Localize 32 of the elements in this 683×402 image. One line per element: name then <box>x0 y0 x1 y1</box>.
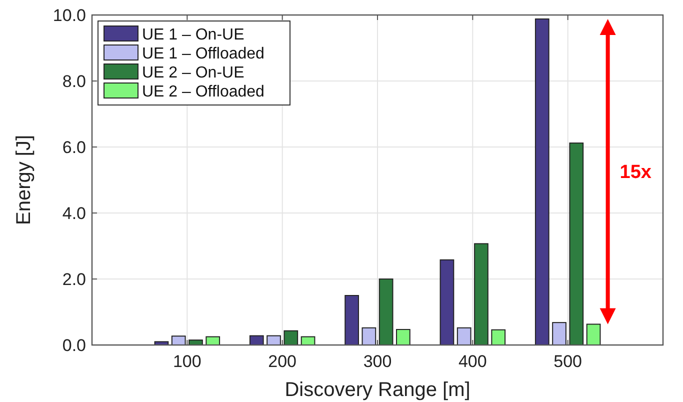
y-tick-label: 8.0 <box>62 72 86 91</box>
bar <box>474 243 488 346</box>
bar <box>378 278 394 346</box>
bar <box>396 328 410 346</box>
bar <box>586 324 601 346</box>
x-tick-label: 500 <box>554 352 582 371</box>
bar <box>171 336 186 346</box>
annotation: 15x <box>620 162 652 184</box>
bar <box>362 327 376 346</box>
y-axis-title: Energy [J] <box>13 134 35 226</box>
bar <box>569 142 584 346</box>
bar <box>284 330 298 346</box>
y-tick-label: 0.0 <box>62 336 86 355</box>
x-tick-label: 400 <box>458 352 487 371</box>
bar <box>440 259 454 346</box>
x-axis-title: Discovery Range [m] <box>284 379 470 401</box>
bar <box>552 322 566 346</box>
x-tick-label: 200 <box>268 352 297 371</box>
bar <box>456 327 472 346</box>
y-tick-label: 2.0 <box>62 270 86 289</box>
bar <box>491 329 506 346</box>
legend-label: UE 1 – On-UE <box>142 26 244 44</box>
legend-label: UE 1 – Offloaded <box>142 46 264 63</box>
y-tick-label: 10.0 <box>52 6 86 25</box>
x-tick-label: 100 <box>172 352 202 371</box>
y-tick-label: 6.0 <box>62 138 86 157</box>
bar <box>534 18 550 346</box>
x-tick-label: 300 <box>363 352 392 371</box>
y-tick-label: 4.0 <box>62 204 86 223</box>
legend-label: UE 2 – On-UE <box>142 64 244 82</box>
bar <box>344 295 359 346</box>
legend-label: UE 2 – Offloaded <box>142 84 264 101</box>
